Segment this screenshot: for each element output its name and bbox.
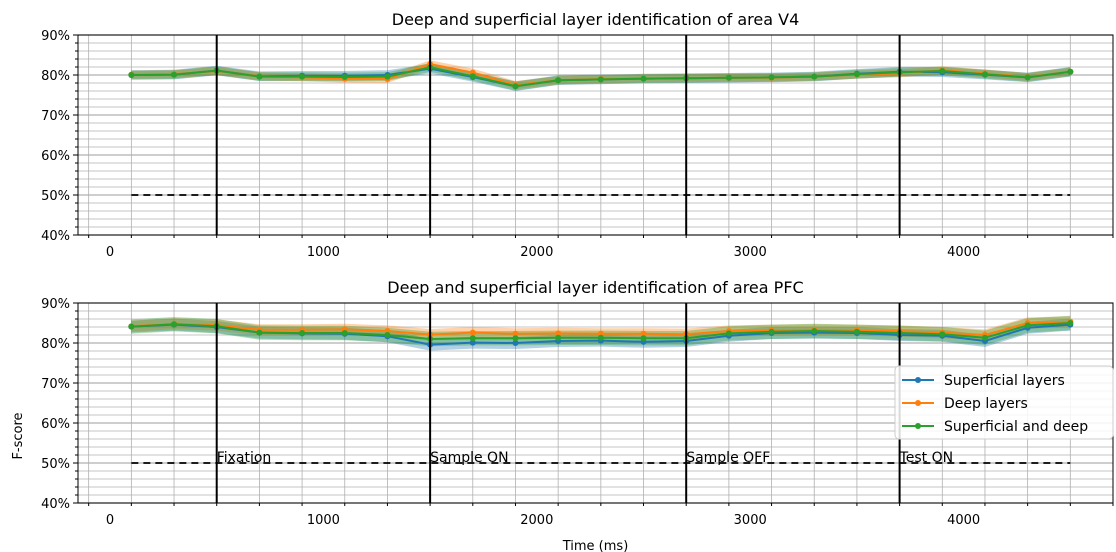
y-tick-label: 80% xyxy=(41,69,70,84)
x-axis-label: Time (ms) xyxy=(562,539,629,552)
point-superficial-and-deep xyxy=(341,74,348,80)
point-superficial-and-deep xyxy=(1024,322,1031,329)
panel-pfc: Fixation Sample ON Sample OFF Test ON 40% 50%… xyxy=(11,278,1114,552)
point-superficial-and-deep xyxy=(640,335,647,342)
legend-entry-label: Superficial and deep xyxy=(944,419,1088,435)
point-superficial-and-deep xyxy=(981,334,988,341)
y-tick-label: 60% xyxy=(41,417,70,432)
point-superficial-and-deep xyxy=(256,73,263,80)
point-superficial-and-deep xyxy=(128,72,135,78)
y-tick-label: 90% xyxy=(41,29,70,44)
legend: Superficial layers Deep layers Superficial… xyxy=(894,365,1114,440)
x-tick-label: 2000 xyxy=(520,513,553,528)
legend-marker xyxy=(915,423,921,429)
point-superficial-and-deep xyxy=(512,83,519,90)
legend-marker xyxy=(915,377,921,383)
point-superficial-and-deep xyxy=(811,73,818,80)
y-tick-label: 90% xyxy=(41,297,70,312)
point-superficial-and-deep xyxy=(768,328,775,335)
y-tick-label: 70% xyxy=(41,109,70,124)
x-tick-label: 1000 xyxy=(307,245,340,260)
y-tick-label: 50% xyxy=(41,189,70,204)
point-superficial-and-deep xyxy=(1067,320,1074,326)
point-superficial-and-deep xyxy=(640,75,647,82)
point-superficial-and-deep xyxy=(555,77,562,84)
point-superficial-and-deep xyxy=(299,73,306,80)
point-deep-layers xyxy=(640,330,647,337)
y-axis-label: F-score xyxy=(11,412,26,459)
x-tick-label: 2000 xyxy=(520,245,553,260)
legend-box xyxy=(894,365,1114,440)
point-superficial-and-deep xyxy=(725,74,732,81)
point-superficial-and-deep xyxy=(1067,68,1074,75)
point-superficial-and-deep xyxy=(853,71,860,78)
point-superficial-and-deep xyxy=(555,334,562,341)
point-superficial-and-deep xyxy=(811,328,818,334)
point-superficial-and-deep xyxy=(128,323,135,330)
point-superficial-and-deep xyxy=(725,330,732,337)
point-superficial-and-deep xyxy=(981,71,988,78)
point-superficial-and-deep xyxy=(384,73,391,80)
y-tick-label: 40% xyxy=(41,229,70,244)
y-tick-label: 40% xyxy=(41,497,70,512)
x-tick-label: 0 xyxy=(106,245,114,260)
legend-entry-label: Deep layers xyxy=(944,396,1028,412)
point-superficial-and-deep xyxy=(171,71,178,78)
x-tick-label: 4000 xyxy=(947,245,980,260)
point-superficial-and-deep xyxy=(768,74,775,81)
point-superficial-and-deep xyxy=(597,76,604,83)
chart-title: Deep and superficial layer identificatio… xyxy=(392,10,800,29)
band-deep-layers xyxy=(131,60,1071,89)
x-tick-label: 4000 xyxy=(947,513,980,528)
event-annotation: Test ON xyxy=(899,450,954,466)
x-tick-label: 1000 xyxy=(307,513,340,528)
point-superficial-and-deep xyxy=(256,329,263,336)
point-superficial-and-deep xyxy=(597,334,604,341)
legend-entry-label: Superficial layers xyxy=(944,373,1065,389)
point-superficial-and-deep xyxy=(853,328,860,335)
point-superficial-layers xyxy=(469,339,476,346)
panel-v4: 40% 50% 60% 70% 80% 90% 0 1000 2000 3000 4000 Deep … xyxy=(41,10,1114,260)
grid xyxy=(78,34,1114,236)
event-annotation: Fixation xyxy=(217,450,272,466)
y-tick-label: 60% xyxy=(41,149,70,164)
point-deep-layers xyxy=(469,329,476,336)
point-superficial-and-deep xyxy=(171,321,178,328)
point-superficial-and-deep xyxy=(469,335,476,342)
point-superficial-and-deep xyxy=(1024,74,1031,81)
point-superficial-and-deep xyxy=(299,330,306,336)
point-superficial-layers xyxy=(512,340,519,346)
chart-title: Deep and superficial layer identificatio… xyxy=(387,278,803,297)
y-tick-label: 70% xyxy=(41,377,70,392)
y-tick-label: 80% xyxy=(41,337,70,352)
x-tick-label: 3000 xyxy=(734,245,767,260)
point-superficial-and-deep xyxy=(384,332,391,338)
point-superficial-and-deep xyxy=(512,335,519,342)
y-tick-label: 50% xyxy=(41,457,70,472)
point-superficial-and-deep xyxy=(469,73,476,80)
event-annotation: Sample ON xyxy=(430,450,508,466)
point-superficial-and-deep xyxy=(939,331,946,338)
point-deep-layers xyxy=(512,330,519,337)
axes-frame xyxy=(77,34,1114,236)
point-superficial-and-deep xyxy=(939,68,946,74)
event-annotation: Sample OFF xyxy=(686,450,770,466)
x-tick-label: 0 xyxy=(106,513,114,528)
point-deep-layers xyxy=(555,330,562,337)
point-superficial-and-deep xyxy=(341,330,348,336)
legend-marker xyxy=(915,400,921,406)
x-tick-label: 3000 xyxy=(734,513,767,528)
